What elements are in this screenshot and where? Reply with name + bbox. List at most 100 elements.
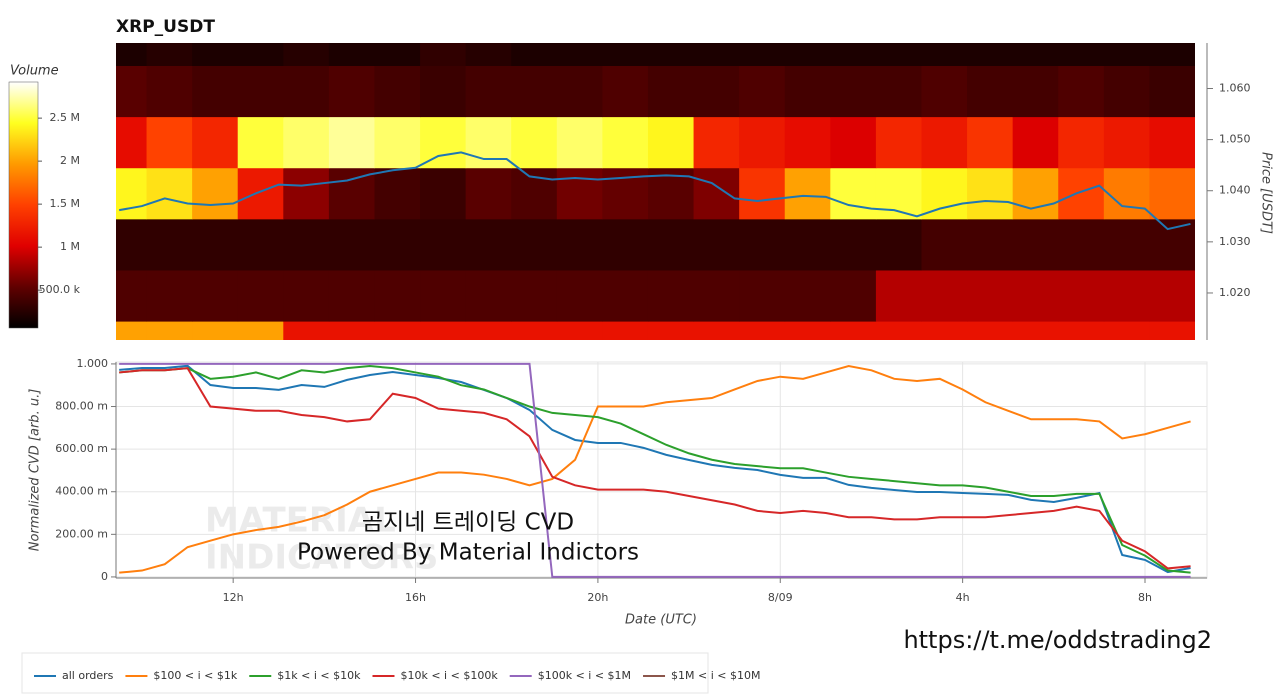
- heatmap-cell: [602, 167, 649, 220]
- heatmap-cell: [967, 269, 1014, 322]
- heatmap-cell: [1103, 65, 1150, 118]
- heatmap-cell: [465, 116, 512, 169]
- heatmap-cell: [602, 43, 649, 66]
- heatmap-cell: [328, 269, 375, 322]
- heatmap-cell: [784, 321, 831, 340]
- cvd-line: [119, 367, 1191, 570]
- heatmap-cell: [1103, 116, 1150, 169]
- x-tick-label: 4h: [956, 591, 970, 604]
- y-tick-label: 1.040: [1219, 184, 1251, 197]
- heatmap-cell: [1149, 65, 1195, 118]
- heatmap-cell: [921, 321, 968, 340]
- heatmap-cell: [192, 167, 239, 220]
- heatmap-cell: [967, 321, 1014, 340]
- heatmap-cell: [556, 43, 603, 66]
- y-tick-label: 1.050: [1219, 133, 1251, 146]
- heatmap-cell: [1058, 321, 1105, 340]
- heatmap-cell: [875, 269, 922, 322]
- heatmap-cell: [465, 269, 512, 322]
- heatmap-cell: [237, 269, 284, 322]
- heatmap-cell: [328, 321, 375, 340]
- colorbar-label: Volume: [10, 64, 59, 79]
- heatmap-cell: [1058, 269, 1105, 322]
- heatmap-cell: [146, 43, 193, 66]
- colorbar-tick-label: 1 M: [60, 240, 80, 253]
- heatmap-cell: [556, 321, 603, 340]
- heatmap-cell: [647, 43, 695, 66]
- legend-label: $100k < i < $1M: [538, 669, 631, 682]
- heatmap-cell: [830, 269, 877, 322]
- heatmap-cell: [830, 65, 877, 118]
- y-tick-label: 1.000: [77, 357, 109, 370]
- heatmap-cell: [875, 218, 922, 271]
- heatmap-cell: [921, 218, 968, 271]
- cvd-line: [119, 365, 1191, 574]
- chart-title: XRP_USDT: [116, 17, 215, 37]
- heatmap-cell: [602, 65, 649, 118]
- heatmap-cell: [328, 116, 375, 169]
- heatmap-cell: [556, 218, 603, 271]
- y-tick-label: 400.00 m: [55, 485, 108, 498]
- heatmap-cell: [739, 269, 786, 322]
- heatmap-cell: [1058, 218, 1105, 271]
- heatmap-cell: [739, 167, 786, 220]
- x-tick-label: 12h: [223, 591, 244, 604]
- heatmap-cell: [283, 116, 330, 169]
- heatmap-cell: [374, 269, 421, 322]
- heatmap-cell: [192, 116, 239, 169]
- heatmap-cell: [1012, 116, 1059, 169]
- heatmap-cell: [830, 218, 877, 271]
- x-tick-label: 20h: [587, 591, 608, 604]
- heatmap-cell: [875, 43, 922, 66]
- heatmap-cell: [1149, 43, 1195, 66]
- legend-label: all orders: [62, 669, 114, 682]
- heatmap-cell: [1012, 43, 1059, 66]
- heatmap-cell: [602, 116, 649, 169]
- heatmap-cell: [967, 116, 1014, 169]
- heatmap-cell: [1103, 321, 1150, 340]
- heatmap-cell: [693, 269, 740, 322]
- legend-label: $1M < i < $10M: [671, 669, 760, 682]
- heatmap-cell: [511, 167, 558, 220]
- heatmap-cell: [875, 116, 922, 169]
- heatmap-cell: [693, 65, 740, 118]
- legend-label: $100 < i < $1k: [153, 669, 237, 682]
- y-tick-label: 0: [101, 570, 108, 583]
- heatmap-cell: [967, 167, 1014, 220]
- legend-label: $10k < i < $100k: [400, 669, 498, 682]
- heatmap-cell: [875, 65, 922, 118]
- heatmap-cell: [647, 321, 695, 340]
- heatmap-cell: [1058, 65, 1105, 118]
- heatmap-cell: [374, 65, 421, 118]
- heatmap-cell: [328, 43, 375, 66]
- heatmap-cell: [511, 269, 558, 322]
- annotation: Powered By Material Indictors: [297, 540, 639, 566]
- y-tick-label: 1.020: [1219, 286, 1251, 299]
- heatmap-cell: [1103, 269, 1150, 322]
- heatmap-cell: [967, 218, 1014, 271]
- heatmap-cell: [1149, 218, 1195, 271]
- heatmap-cell: [420, 321, 467, 340]
- heatmap-cell: [647, 269, 695, 322]
- heatmap-cell: [328, 218, 375, 271]
- heatmap-cell: [875, 321, 922, 340]
- heatmap-cell: [465, 65, 512, 118]
- heatmap-cell: [283, 65, 330, 118]
- y-tick-label: 1.030: [1219, 235, 1251, 248]
- x-axis-label: Date (UTC): [625, 613, 697, 628]
- colorbar-tick-label: 2 M: [60, 154, 80, 167]
- heatmap-cell: [237, 116, 284, 169]
- heatmap-cell: [192, 321, 239, 340]
- heatmap-cell: [693, 218, 740, 271]
- heatmap-cell: [237, 65, 284, 118]
- heatmap-cell: [1058, 43, 1105, 66]
- heatmap-cell: [146, 116, 193, 169]
- heatmap-cell: [116, 269, 148, 322]
- heatmap-cell: [693, 43, 740, 66]
- y-tick-label: 800.00 m: [55, 400, 108, 413]
- y-axis-label: Price [USDT]: [1259, 152, 1274, 234]
- heatmap-cell: [116, 65, 148, 118]
- heatmap-cell: [465, 321, 512, 340]
- heatmap-cell: [921, 65, 968, 118]
- heatmap-cell: [237, 321, 284, 340]
